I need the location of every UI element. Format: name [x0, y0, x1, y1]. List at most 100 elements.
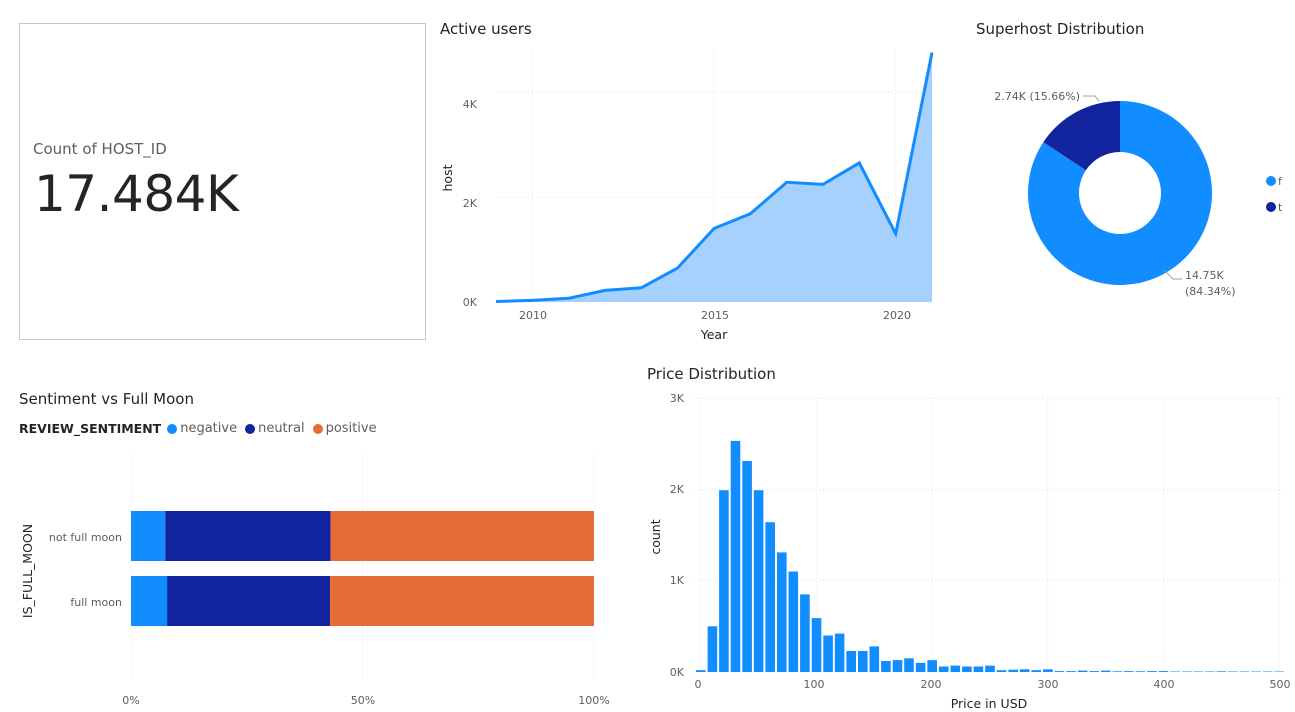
histogram-bar	[823, 635, 833, 672]
histogram-bar	[1043, 669, 1053, 672]
x-tick-0: 0%	[122, 694, 139, 707]
histogram-bar	[996, 670, 1007, 672]
histogram-bar	[1147, 671, 1157, 672]
histogram-bar	[1205, 671, 1215, 672]
category-label-full-moon: full moon	[70, 596, 122, 609]
y-axis-title: host	[440, 164, 455, 191]
label-t: 2.74K (15.66%)	[994, 90, 1080, 103]
legend-item-negative[interactable]: negative	[167, 421, 237, 436]
histogram-bar	[904, 658, 914, 672]
histogram-bar	[1077, 670, 1088, 672]
histogram-bar	[696, 670, 706, 672]
histogram-bar	[788, 571, 799, 672]
histogram-bar	[1274, 671, 1284, 672]
kpi-label: Count of HOST_ID	[33, 140, 167, 158]
histogram-bar	[1066, 671, 1076, 672]
y-tick-3k: 3K	[670, 392, 685, 405]
histogram-bar	[742, 461, 752, 672]
legend-t-marker	[1266, 202, 1276, 212]
histogram-bar	[915, 662, 926, 672]
y-tick-0k: 0K	[463, 296, 478, 309]
x-tick-2010: 2010	[519, 309, 547, 322]
legend-f-marker	[1266, 176, 1276, 186]
bar-neutral-full-moon	[167, 576, 331, 626]
x-tick-2015: 2015	[701, 309, 729, 322]
histogram-bar	[765, 522, 775, 672]
histogram-bar	[1158, 671, 1169, 672]
price-title: Price Distribution	[647, 365, 776, 383]
histogram-bar	[1008, 669, 1018, 672]
bar-negative-not-full-moon	[131, 511, 166, 561]
y-tick-4k: 4K	[463, 98, 478, 111]
y-tick-0k: 0K	[670, 666, 685, 679]
histogram-bar	[707, 626, 718, 672]
legend-item-neutral[interactable]: neutral	[245, 421, 305, 436]
label-line-f	[1163, 269, 1182, 280]
legend-f-label[interactable]: f	[1278, 175, 1283, 188]
kpi-value: 17.484K	[34, 165, 239, 223]
superhost-title: Superhost Distribution	[976, 20, 1145, 38]
legend-positive-marker	[312, 423, 323, 434]
y-axis-title: count	[648, 519, 663, 554]
legend-t-label[interactable]: t	[1278, 201, 1283, 214]
sentiment-legend: REVIEW_SENTIMENT negative neutral positi…	[19, 421, 385, 436]
histogram-bar	[1031, 670, 1042, 672]
x-tick-100: 100%	[578, 694, 609, 707]
x-tick-500: 500	[1270, 678, 1291, 691]
legend-neutral-marker	[245, 423, 256, 434]
x-tick-100: 100	[804, 678, 825, 691]
histogram-bar	[1124, 671, 1134, 672]
histogram-bar	[1228, 671, 1238, 672]
histogram-bar	[777, 552, 787, 672]
x-tick-0: 0	[695, 678, 702, 691]
category-label-not-full-moon: not full moon	[49, 531, 122, 544]
y-tick-2k: 2K	[463, 197, 478, 210]
histogram-bar	[892, 660, 903, 672]
donut-slice-t[interactable]	[1043, 101, 1120, 171]
legend-negative-marker	[167, 423, 178, 434]
histogram-bar	[800, 594, 810, 672]
donut-slice-f[interactable]	[1028, 101, 1213, 285]
histogram-bar	[950, 665, 961, 672]
x-tick-300: 300	[1038, 678, 1059, 691]
histogram-bar	[1181, 671, 1192, 672]
x-axis-title: Price in USD	[951, 696, 1028, 711]
x-tick-2020: 2020	[883, 309, 911, 322]
bar-positive-not-full-moon	[330, 511, 594, 561]
histogram-bar	[962, 666, 972, 672]
sentiment-bar-chart[interactable]: not full moon full moon IS_FULL_MOON 0% …	[0, 440, 630, 712]
histogram-bar	[1239, 671, 1250, 672]
x-axis-title: Year	[700, 327, 728, 342]
histogram-bar	[973, 666, 984, 672]
superhost-donut-chart[interactable]: 2.74K (15.66%) 14.75K (84.34%) f t	[960, 60, 1290, 320]
histogram-bar	[719, 490, 729, 672]
x-tick-400: 400	[1154, 678, 1175, 691]
histogram-bar	[1135, 671, 1146, 672]
legend-title: REVIEW_SENTIMENT	[19, 421, 162, 436]
label-line-t	[1083, 95, 1100, 102]
histogram-bar	[1089, 671, 1099, 672]
active-users-title: Active users	[440, 20, 532, 38]
legend-item-positive[interactable]: positive	[312, 421, 377, 436]
histogram-bar	[927, 660, 937, 672]
histogram-bar	[753, 490, 764, 672]
histogram-bar	[869, 646, 880, 672]
active-users-chart[interactable]: 4K 2K 0K 2010 2015 2020 Year host	[430, 40, 950, 350]
histogram-bar	[1019, 669, 1030, 672]
histogram-bar	[1170, 671, 1180, 672]
legend-negative-label: negative	[180, 421, 238, 436]
histogram-bar	[1216, 671, 1227, 672]
sentiment-title: Sentiment vs Full Moon	[19, 390, 194, 408]
y-axis-title: IS_FULL_MOON	[20, 524, 35, 618]
histogram-bar	[834, 633, 845, 672]
y-tick-2k: 2K	[670, 483, 685, 496]
histogram-bar	[1251, 671, 1261, 672]
histogram-bar	[881, 661, 891, 672]
histogram-bar	[1054, 671, 1065, 672]
price-histogram-chart[interactable]: 3K 2K 1K 0K 0 100 200 300 400 500 Price …	[640, 385, 1295, 712]
histogram-bar	[938, 666, 949, 672]
histogram-bar	[846, 651, 856, 672]
histogram-bar	[1193, 671, 1204, 672]
x-tick-200: 200	[921, 678, 942, 691]
y-tick-1k: 1K	[670, 574, 685, 587]
